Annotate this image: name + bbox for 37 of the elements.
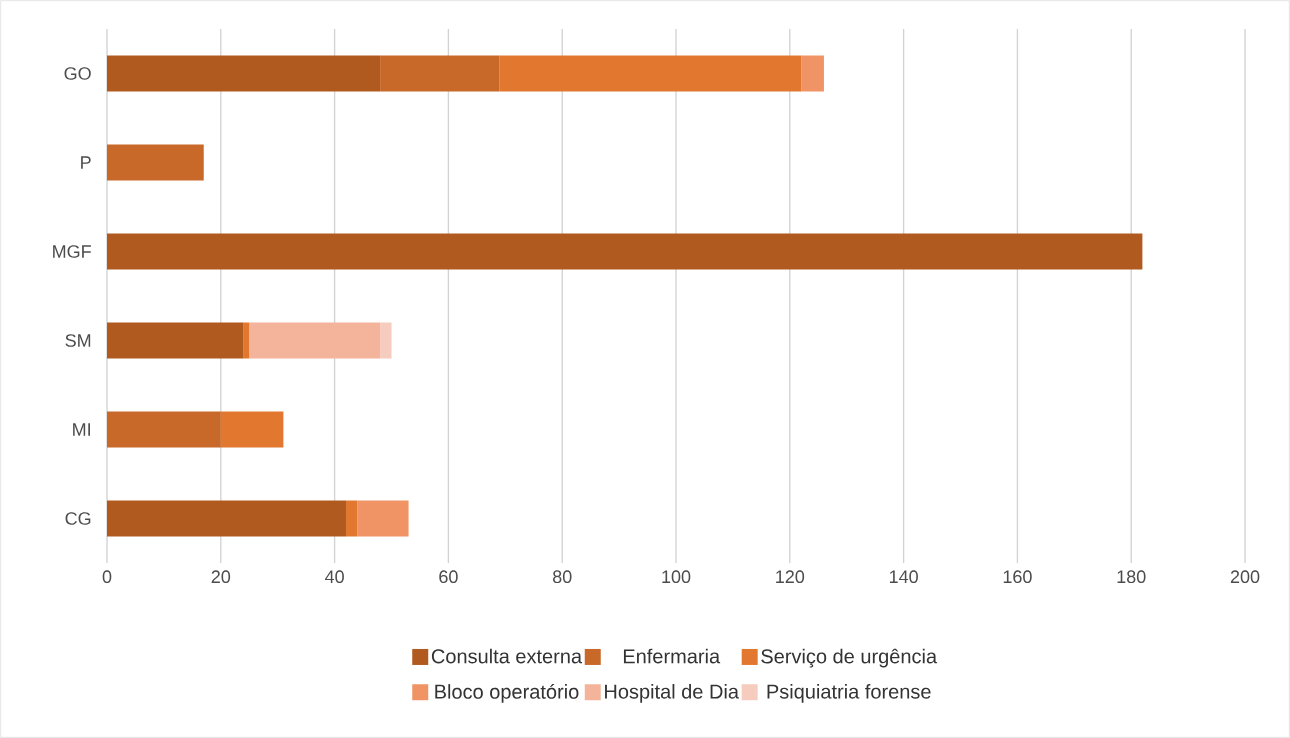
bar	[107, 322, 244, 359]
y-tick-label: SM	[65, 334, 91, 347]
bar	[249, 322, 381, 359]
y-tick-label: MI	[73, 423, 90, 436]
y-tick-label: P	[81, 156, 91, 169]
bar	[107, 500, 346, 537]
bar	[107, 233, 1143, 270]
legend-label: Consulta externa	[431, 648, 583, 664]
x-tick-label: 80	[552, 570, 572, 584]
y-tick-label: GO	[64, 67, 91, 80]
x-tick-label: 200	[1230, 570, 1260, 584]
bar	[220, 411, 284, 448]
y-tick-label: MGF	[53, 245, 91, 258]
x-tick-label: 20	[211, 570, 231, 584]
bar	[357, 500, 409, 537]
bar	[801, 55, 824, 92]
x-tick-label: 60	[439, 570, 458, 584]
x-tick-label: 40	[325, 570, 344, 584]
legend-label: Bloco operatório	[435, 683, 579, 703]
bar	[107, 144, 204, 181]
legend-label: Enfermaria	[623, 648, 721, 664]
x-tick-label: 140	[889, 570, 918, 584]
legend-label: Serviço de urgência	[761, 648, 938, 668]
legend-label: Hospital de Dia	[605, 683, 739, 703]
bar	[380, 322, 392, 359]
bar	[499, 55, 802, 92]
x-tick-label: 120	[776, 570, 805, 584]
legend-label: Psiquiatria forense	[767, 683, 931, 703]
x-tick-label: 180	[1117, 570, 1146, 584]
bar	[380, 55, 500, 92]
x-tick-label: 160	[1003, 570, 1032, 584]
y-tick-label: CG	[65, 512, 91, 525]
bar	[107, 55, 381, 92]
x-tick-label: 100	[662, 570, 691, 584]
bar	[107, 411, 221, 448]
bar	[345, 500, 358, 537]
x-tick-label: 0	[102, 570, 112, 584]
